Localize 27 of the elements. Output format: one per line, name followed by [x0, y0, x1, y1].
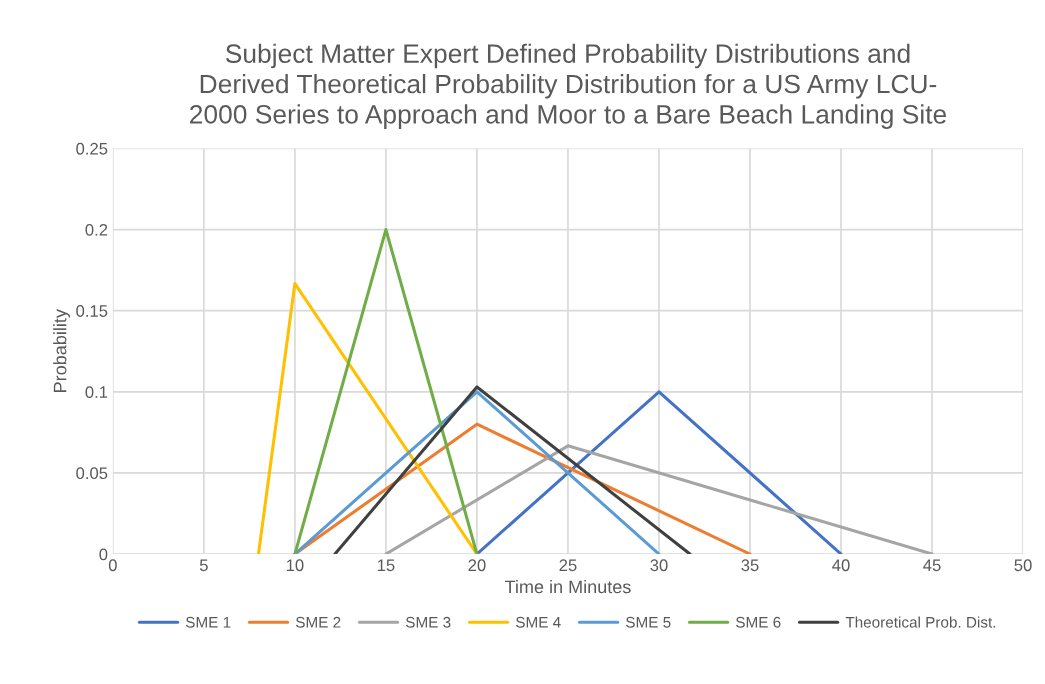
- y-axis-title: Probability: [53, 309, 71, 392]
- x-tick-label: 30: [650, 559, 668, 572]
- chart-title: Subject Matter Expert Defined Probability Distributions and Derived Theoretical Probability Distribution for a US Army LCU- 2000 Series to Approach and Moor to a Bare Beach Landing Site: [190, 43, 947, 129]
- x-tick-label: 10: [286, 559, 304, 572]
- y-tick-label: 0.2: [85, 223, 108, 236]
- x-tick-label: 35: [741, 559, 759, 572]
- x-tick-label: 45: [923, 559, 941, 572]
- y-tick-label: 0.25: [76, 142, 108, 155]
- legend-label: SME 3: [405, 616, 451, 628]
- x-tick-label: 20: [468, 559, 486, 572]
- legend-label: SME 1: [185, 616, 231, 628]
- x-axis-title: Time in Minutes: [504, 579, 631, 594]
- legend-label: SME 5: [626, 616, 671, 628]
- x-tick-label: 5: [199, 559, 208, 572]
- x-tick-label: 0: [108, 559, 117, 572]
- legend-label: Theoretical Prob. Dist.: [845, 616, 996, 628]
- legend-label: SME 6: [736, 616, 781, 628]
- y-tick-label: 0.05: [76, 467, 108, 480]
- x-tick-label: 25: [559, 559, 577, 572]
- legend-label: SME 2: [295, 616, 341, 628]
- legend-label: SME 4: [516, 616, 561, 628]
- x-tick-label: 50: [1014, 559, 1032, 572]
- x-tick-label: 15: [377, 559, 395, 572]
- y-tick-label: 0.15: [76, 305, 108, 317]
- y-tick-label: 0: [99, 548, 108, 561]
- y-tick-label: 0.1: [85, 386, 108, 398]
- x-tick-label: 40: [832, 559, 850, 572]
